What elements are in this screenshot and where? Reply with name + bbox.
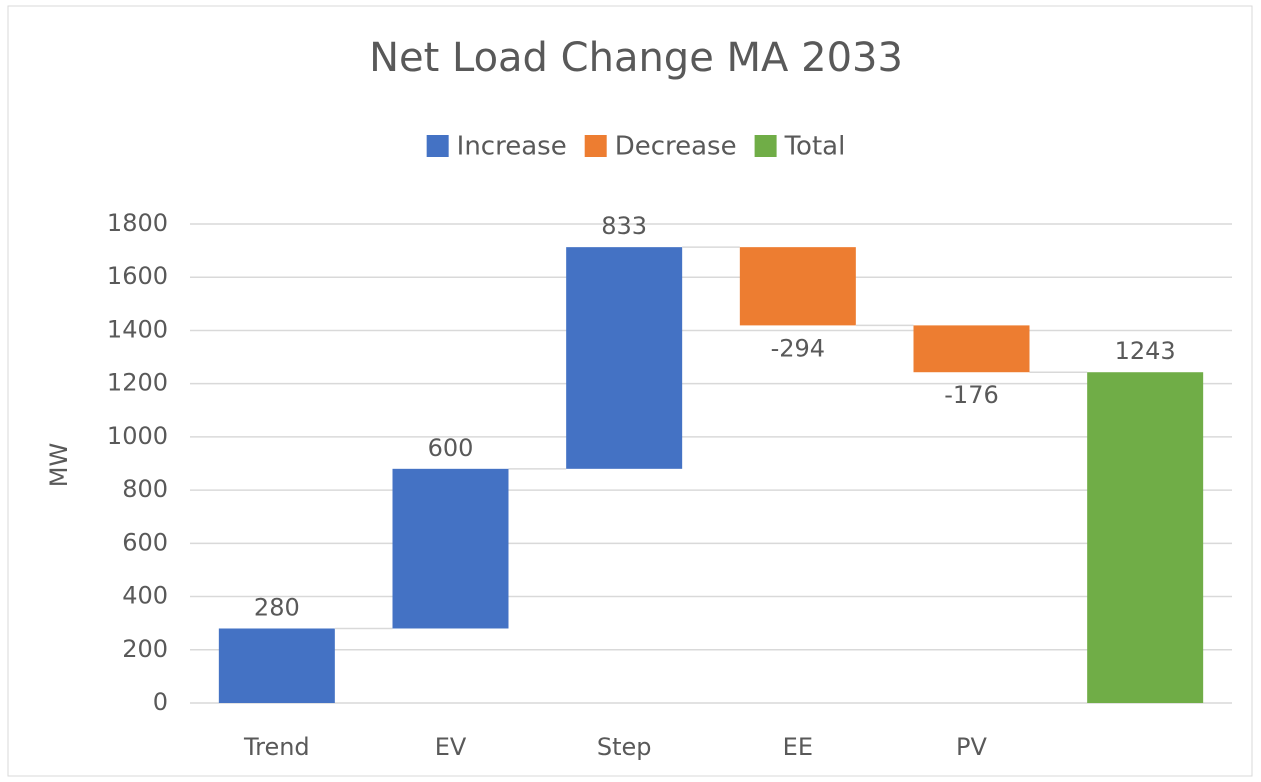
x-tick-label: Trend (243, 733, 310, 761)
x-tick-label: EV (435, 733, 467, 761)
legend-swatch (584, 135, 607, 157)
bar (392, 468, 509, 629)
y-tick-label: 800 (122, 475, 168, 503)
bar (1087, 372, 1204, 703)
data-label: -294 (771, 334, 825, 362)
data-label: 280 (254, 593, 300, 621)
bar (566, 247, 683, 469)
bar (913, 325, 1030, 373)
y-tick-label: 1000 (107, 422, 168, 450)
y-axis-label: MW (45, 443, 73, 487)
legend-label: Total (784, 132, 846, 162)
y-tick-label: 600 (122, 528, 168, 556)
y-tick-label: 200 (122, 635, 168, 663)
data-label: 833 (601, 212, 647, 240)
legend-swatch (754, 135, 777, 157)
chart-title: Net Load Change MA 2033 (369, 35, 903, 81)
bar (739, 247, 856, 326)
bar (218, 628, 335, 703)
y-tick-label: 0 (153, 688, 168, 716)
y-tick-label: 1200 (107, 369, 168, 397)
data-label: 600 (428, 434, 474, 462)
y-tick-label: 1600 (107, 262, 168, 290)
y-tick-label: 1400 (107, 315, 168, 343)
data-label: 1243 (1115, 337, 1176, 365)
legend-swatch (426, 135, 449, 157)
x-tick-label: Step (597, 733, 652, 761)
x-tick-label: PV (956, 733, 987, 761)
legend-label: Increase (457, 132, 567, 162)
data-label: -176 (944, 381, 998, 409)
y-tick-label: 1800 (107, 209, 168, 237)
x-tick-label: EE (783, 733, 813, 761)
y-tick-label: 400 (122, 582, 168, 610)
legend-label: Decrease (615, 132, 737, 162)
